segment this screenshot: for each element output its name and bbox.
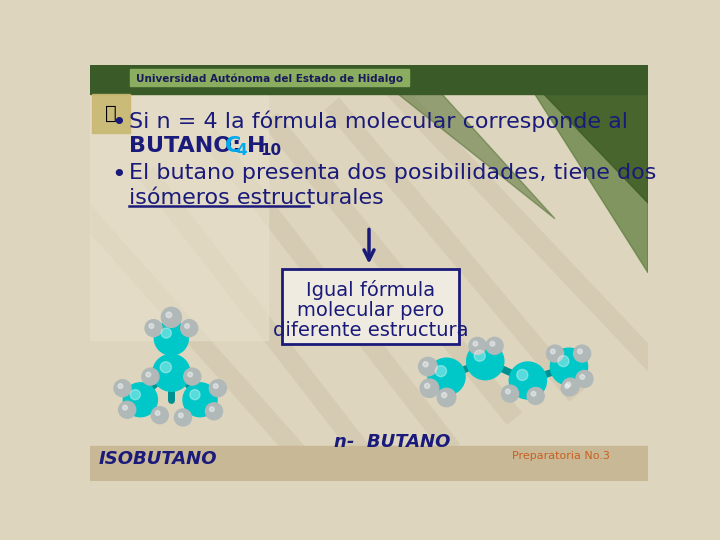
Circle shape [423,362,428,367]
Circle shape [149,323,154,328]
Circle shape [145,320,162,336]
Circle shape [181,320,198,336]
Text: BUTANO:: BUTANO: [129,136,248,156]
Circle shape [473,341,478,346]
Circle shape [183,383,217,417]
Text: •: • [112,111,127,135]
Circle shape [130,389,140,400]
Circle shape [166,312,171,318]
Circle shape [561,381,577,396]
Polygon shape [361,65,648,273]
FancyBboxPatch shape [282,269,459,345]
Circle shape [122,406,127,410]
Text: •: • [112,164,127,187]
Circle shape [205,403,222,420]
Text: Universidad Autónoma del Estado de Hidalgo: Universidad Autónoma del Estado de Hidal… [136,73,403,84]
Circle shape [558,355,569,367]
Circle shape [467,343,504,380]
Circle shape [114,380,131,397]
Circle shape [546,345,564,362]
Circle shape [210,380,226,397]
Circle shape [161,328,171,338]
Text: ISOBUTANO: ISOBUTANO [99,450,217,468]
Text: 4: 4 [236,143,247,158]
Circle shape [161,362,171,373]
Circle shape [420,379,438,397]
Bar [90,446,648,481]
Circle shape [474,350,485,361]
Circle shape [441,393,447,398]
Circle shape [517,369,528,381]
Circle shape [425,383,430,388]
Circle shape [123,383,158,417]
Circle shape [577,349,582,354]
Circle shape [576,370,593,387]
Bar [90,94,269,340]
Circle shape [562,378,579,395]
Circle shape [154,321,189,355]
Circle shape [509,362,546,399]
Text: molecular pero: molecular pero [297,301,444,320]
Text: El butano presenta dos posibilidades, tiene dos: El butano presenta dos posibilidades, ti… [129,164,656,184]
Circle shape [531,392,536,396]
Circle shape [142,368,159,385]
Circle shape [574,345,590,362]
Text: 10: 10 [261,143,282,158]
Circle shape [188,372,192,377]
Circle shape [119,401,136,418]
Circle shape [161,307,181,327]
Text: Preparatoria No.3: Preparatoria No.3 [512,450,610,461]
Text: Si n = 4 la fórmula molecular corresponde al: Si n = 4 la fórmula molecular correspond… [129,111,628,132]
Circle shape [505,389,510,394]
Circle shape [146,372,150,377]
Circle shape [428,358,465,395]
Text: C: C [225,136,241,156]
Bar [90,65,648,94]
Circle shape [151,407,168,423]
Text: diferente estructura: diferente estructura [273,321,468,340]
Bar [130,70,409,86]
Polygon shape [245,65,555,219]
Text: H: H [248,136,266,156]
Circle shape [490,341,495,346]
Circle shape [185,323,189,328]
Circle shape [486,338,503,354]
Text: Igual fórmula: Igual fórmula [306,280,435,300]
Circle shape [437,388,456,407]
Circle shape [118,384,123,388]
Circle shape [174,409,192,426]
Circle shape [566,382,571,387]
Circle shape [156,410,160,415]
Text: 🏛: 🏛 [105,104,117,123]
Text: isómeros estructurales: isómeros estructurales [129,188,384,208]
Circle shape [190,389,200,400]
Circle shape [213,384,218,388]
Circle shape [436,366,446,377]
Polygon shape [516,65,648,204]
Bar [91,94,130,132]
Circle shape [418,357,437,376]
Circle shape [502,385,518,402]
Circle shape [580,374,585,379]
Circle shape [551,349,555,354]
Circle shape [550,348,588,385]
Circle shape [153,354,190,392]
Circle shape [565,384,570,388]
Circle shape [210,407,215,411]
Circle shape [527,387,544,404]
Circle shape [184,368,201,385]
Circle shape [179,413,184,418]
Circle shape [469,338,486,354]
Text: n-  BUTANO: n- BUTANO [334,433,451,451]
